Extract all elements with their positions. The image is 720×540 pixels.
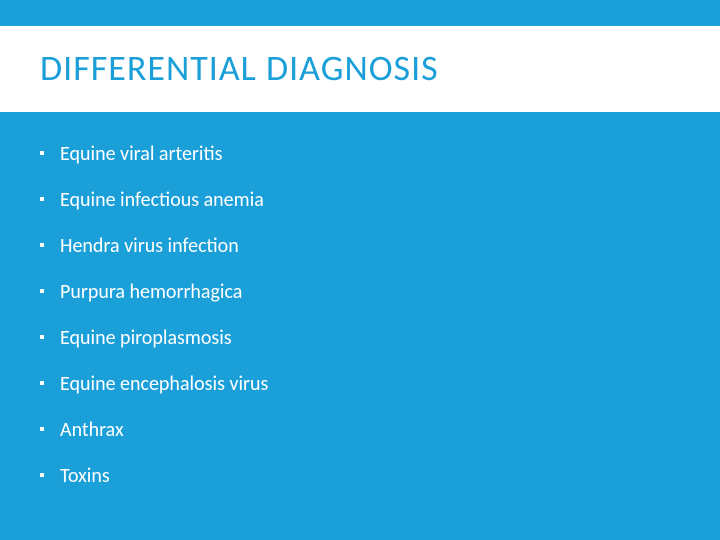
slide-title: DIFFERENTIAL DIAGNOSIS [40, 46, 680, 90]
list-item: Equine encephalosis virus [40, 370, 680, 398]
bullet-text: Equine encephalosis virus [60, 372, 268, 396]
bullet-text: Equine viral arteritis [60, 142, 222, 166]
list-item: Anthrax [40, 416, 680, 444]
bullet-text: Anthrax [60, 418, 124, 442]
list-item: Equine piroplasmosis [40, 324, 680, 352]
list-item: Hendra virus infection [40, 232, 680, 260]
bullet-text: Equine piroplasmosis [60, 326, 232, 350]
list-item: Toxins [40, 462, 680, 490]
bullet-icon [40, 151, 44, 155]
bullet-icon [40, 427, 44, 431]
title-bar: DIFFERENTIAL DIAGNOSIS [0, 26, 720, 112]
bullet-list: Equine viral arteritis Equine infectious… [40, 140, 680, 490]
bullet-icon [40, 197, 44, 201]
content-area: Equine viral arteritis Equine infectious… [40, 140, 680, 508]
bullet-text: Hendra virus infection [60, 234, 239, 258]
bullet-icon [40, 381, 44, 385]
bullet-text: Toxins [60, 464, 110, 488]
list-item: Equine viral arteritis [40, 140, 680, 168]
bullet-icon [40, 473, 44, 477]
slide-container: DIFFERENTIAL DIAGNOSIS Equine viral arte… [0, 0, 720, 540]
bullet-icon [40, 335, 44, 339]
bullet-text: Purpura hemorrhagica [60, 280, 242, 304]
bullet-icon [40, 243, 44, 247]
list-item: Equine infectious anemia [40, 186, 680, 214]
bullet-text: Equine infectious anemia [60, 188, 264, 212]
bullet-icon [40, 289, 44, 293]
list-item: Purpura hemorrhagica [40, 278, 680, 306]
